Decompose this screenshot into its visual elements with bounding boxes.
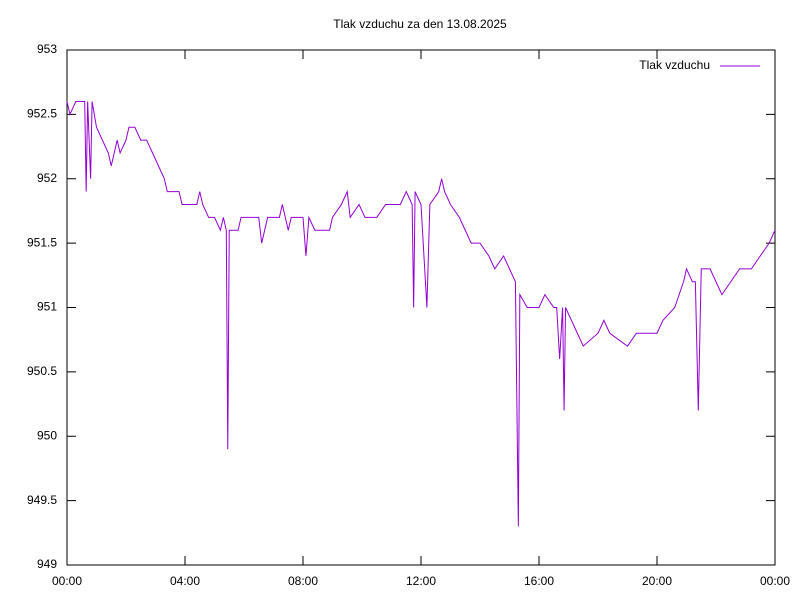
- x-tick-label: 12:00: [406, 574, 436, 588]
- x-tick-label: 08:00: [288, 574, 318, 588]
- x-tick-label: 20:00: [642, 574, 672, 588]
- series-line: [66, 101, 776, 527]
- y-tick-label: 950.5: [27, 364, 57, 378]
- x-tick-label: 00:00: [52, 574, 82, 588]
- x-tick-label: 00:00: [760, 574, 790, 588]
- y-tick-label: 952.5: [27, 107, 57, 121]
- legend-label: Tlak vzduchu: [639, 58, 710, 72]
- y-tick-label: 952: [37, 171, 57, 185]
- x-tick-label: 04:00: [170, 574, 200, 588]
- chart-title: Tlak vzduchu za den 13.08.2025: [333, 17, 507, 31]
- y-tick-label: 953: [37, 42, 57, 56]
- y-tick-label: 949: [37, 557, 57, 571]
- y-tick-label: 950: [37, 428, 57, 442]
- y-tick-label: 949.5: [27, 493, 57, 507]
- y-tick-label: 951.5: [27, 235, 57, 249]
- x-tick-label: 16:00: [524, 574, 554, 588]
- y-tick-label: 951: [37, 300, 57, 314]
